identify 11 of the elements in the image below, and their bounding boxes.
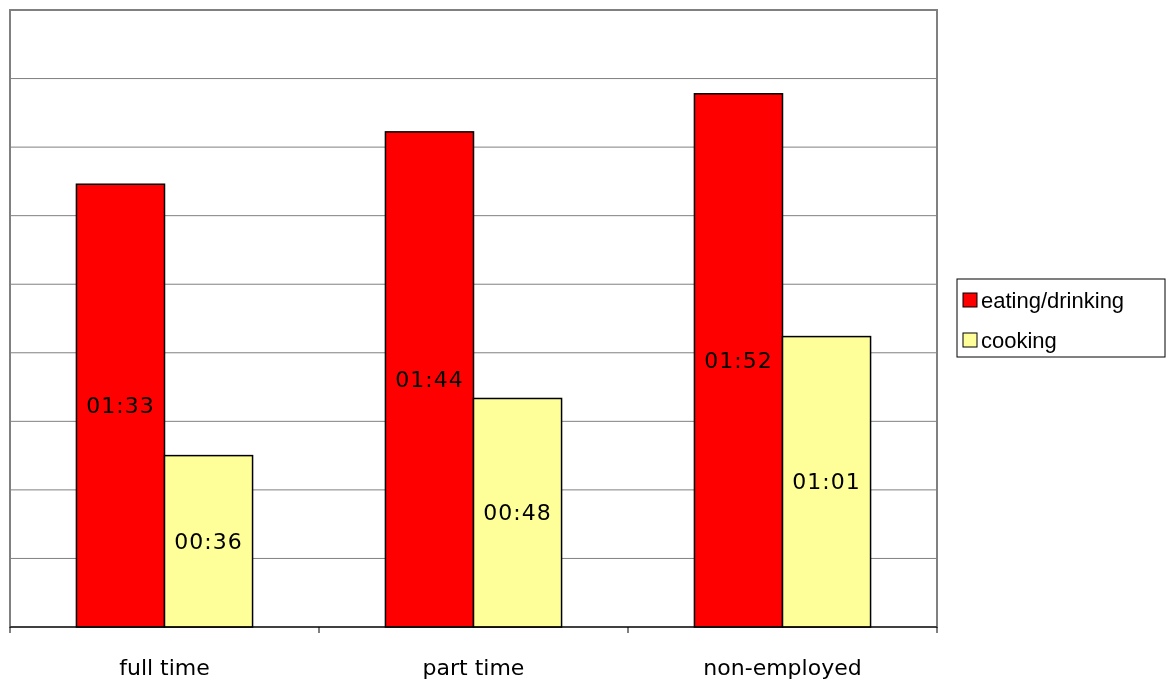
data-label: 01:44 [395, 366, 464, 392]
x-tick-label: full time [119, 654, 210, 680]
x-tick-label: part time [422, 654, 525, 680]
data-label: 01:52 [704, 347, 773, 373]
data-label: 00:36 [174, 528, 243, 554]
legend-label: eating/drinking [981, 287, 1125, 313]
data-label: 00:48 [483, 500, 552, 526]
legend-label: cooking [981, 327, 1057, 353]
data-label: 01:01 [792, 469, 861, 495]
x-tick-label: non-employed [703, 654, 862, 680]
data-label: 01:33 [86, 393, 155, 419]
